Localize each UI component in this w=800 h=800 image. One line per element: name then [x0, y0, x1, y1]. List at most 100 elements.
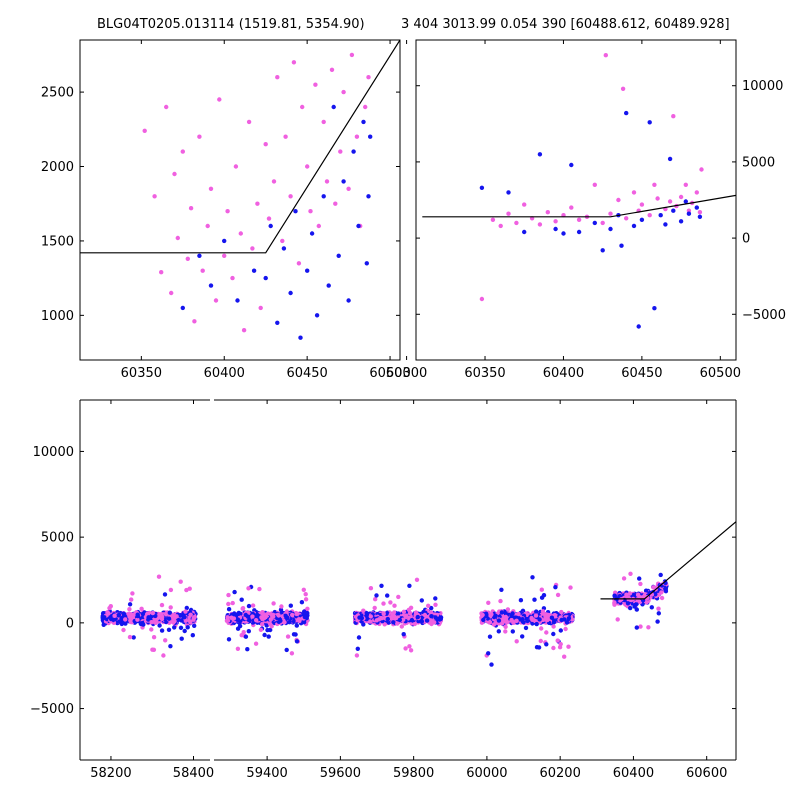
- data-point: [168, 644, 173, 649]
- data-point: [655, 619, 660, 624]
- data-point: [264, 623, 269, 628]
- y-tick-label: 2500: [41, 86, 74, 101]
- data-point: [530, 575, 535, 580]
- data-point: [647, 213, 652, 218]
- data-point: [549, 615, 555, 620]
- data-point: [637, 576, 642, 581]
- data-point: [159, 602, 165, 608]
- axes-frame: [79, 39, 401, 361]
- data-point: [628, 605, 633, 611]
- y-tick-label: −5000: [742, 308, 786, 323]
- y-tick-label: −5000: [30, 702, 74, 717]
- x-tick-label: 60450: [286, 366, 327, 381]
- data-point: [232, 611, 237, 617]
- data-point: [656, 611, 661, 616]
- data-point: [150, 647, 155, 652]
- data-point: [178, 613, 183, 618]
- data-point: [558, 628, 563, 633]
- data-point: [130, 591, 135, 596]
- data-point: [592, 182, 597, 187]
- x-tick-label: 60500: [369, 366, 410, 381]
- data-point: [539, 587, 544, 592]
- data-point: [366, 75, 371, 80]
- data-point: [407, 644, 412, 649]
- data-point: [356, 223, 361, 229]
- data-point: [275, 75, 280, 80]
- data-point: [178, 625, 184, 630]
- data-point: [600, 248, 605, 253]
- data-point: [153, 613, 158, 619]
- data-point: [187, 586, 192, 591]
- data-point: [483, 611, 489, 616]
- data-point: [553, 219, 558, 224]
- data-point: [391, 613, 397, 619]
- data-point: [489, 662, 494, 667]
- data-point: [658, 572, 663, 578]
- data-point: [646, 625, 651, 630]
- data-point: [294, 623, 299, 628]
- data-point: [293, 632, 298, 637]
- data-point: [551, 624, 556, 629]
- x-tick-label: 58200: [90, 766, 131, 781]
- data-point: [253, 641, 259, 646]
- data-point: [279, 604, 284, 609]
- data-point: [433, 602, 438, 607]
- data-point: [200, 268, 205, 273]
- panel-bottom: 58200 58400 59400 59600 59800 60000 60200 60400…: [30, 399, 737, 781]
- data-point: [276, 613, 281, 618]
- data-point: [142, 128, 147, 133]
- data-point: [652, 306, 657, 311]
- data-point: [185, 256, 190, 261]
- data-point: [541, 593, 547, 598]
- x-tick-label: 60000: [466, 766, 507, 781]
- data-point: [192, 319, 197, 324]
- data-point: [185, 625, 190, 630]
- data-point: [308, 209, 313, 214]
- model-line: [600, 521, 736, 600]
- data-point: [159, 270, 164, 275]
- y-tick-label: 1000: [41, 309, 74, 324]
- data-point: [336, 253, 341, 258]
- data-point: [636, 324, 641, 329]
- data-point: [159, 628, 165, 633]
- data-point: [231, 616, 237, 621]
- data-point: [190, 633, 195, 638]
- data-point: [265, 627, 270, 633]
- data-point: [159, 614, 165, 619]
- data-point: [408, 605, 414, 610]
- data-point: [166, 616, 172, 621]
- data-point: [480, 612, 485, 618]
- data-point: [241, 328, 247, 333]
- data-point: [299, 600, 305, 605]
- axes-frame: [79, 399, 737, 761]
- data-point: [634, 625, 639, 630]
- data-point: [536, 645, 542, 650]
- data-point: [127, 602, 133, 607]
- y-tick-label: 1500: [41, 234, 74, 249]
- data-point: [404, 613, 409, 618]
- data-point: [600, 220, 605, 226]
- data-point: [651, 585, 656, 590]
- data-point: [282, 620, 287, 625]
- data-point: [309, 231, 315, 236]
- data-point: [603, 53, 608, 58]
- data-point: [296, 617, 301, 622]
- data-point: [514, 220, 519, 226]
- data-point: [175, 235, 180, 241]
- data-point: [499, 610, 505, 615]
- data-point: [551, 620, 557, 625]
- data-point: [635, 592, 641, 597]
- data-point: [694, 190, 699, 195]
- data-point: [631, 223, 637, 229]
- data-point: [503, 629, 508, 634]
- data-point: [166, 627, 172, 632]
- data-point: [258, 627, 264, 632]
- data-point: [217, 97, 222, 102]
- data-point: [667, 156, 673, 162]
- data-point: [333, 201, 338, 206]
- data-point: [562, 654, 567, 659]
- data-point: [261, 612, 266, 617]
- y-tick-label: 0: [66, 616, 74, 631]
- data-point: [366, 194, 371, 199]
- data-point: [316, 223, 321, 229]
